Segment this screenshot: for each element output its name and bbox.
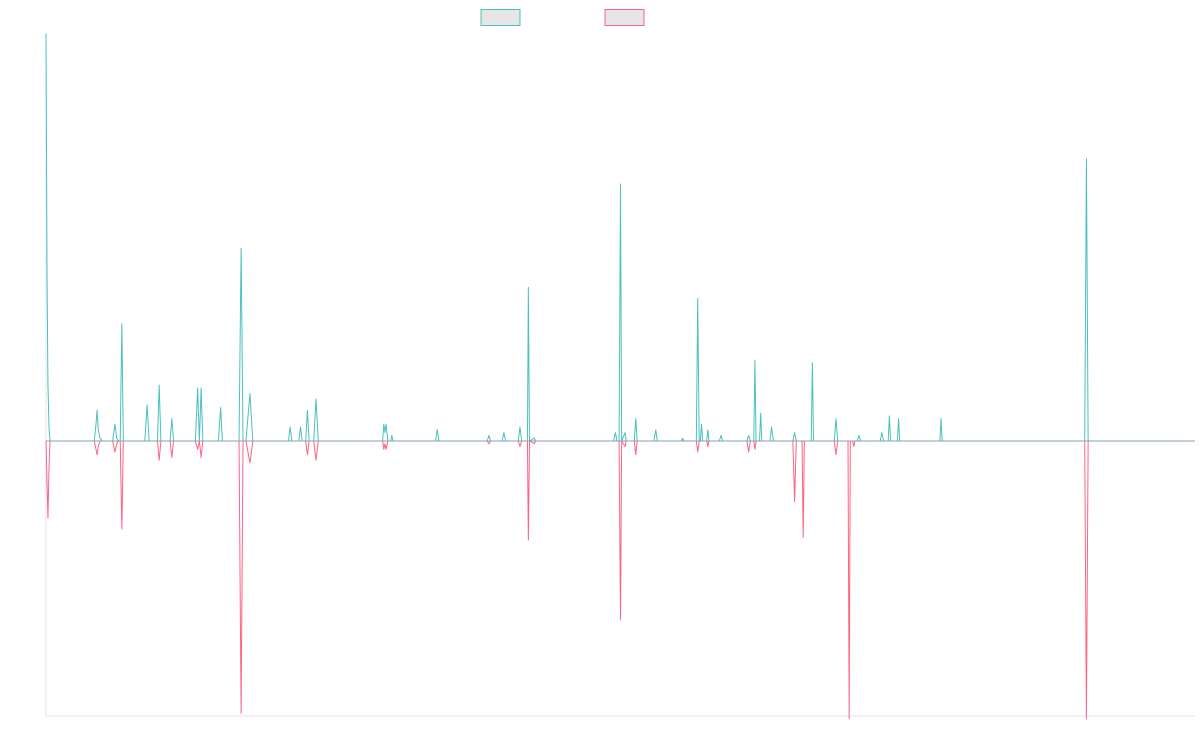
series-group	[45, 33, 1195, 720]
series-line-teal	[45, 33, 1195, 442]
legend-swatch	[480, 9, 521, 26]
legend-item[interactable]	[480, 9, 521, 26]
legend-item[interactable]	[604, 9, 645, 26]
legend	[480, 9, 645, 26]
series-line-pink	[45, 440, 1195, 720]
legend-swatch	[604, 9, 645, 26]
